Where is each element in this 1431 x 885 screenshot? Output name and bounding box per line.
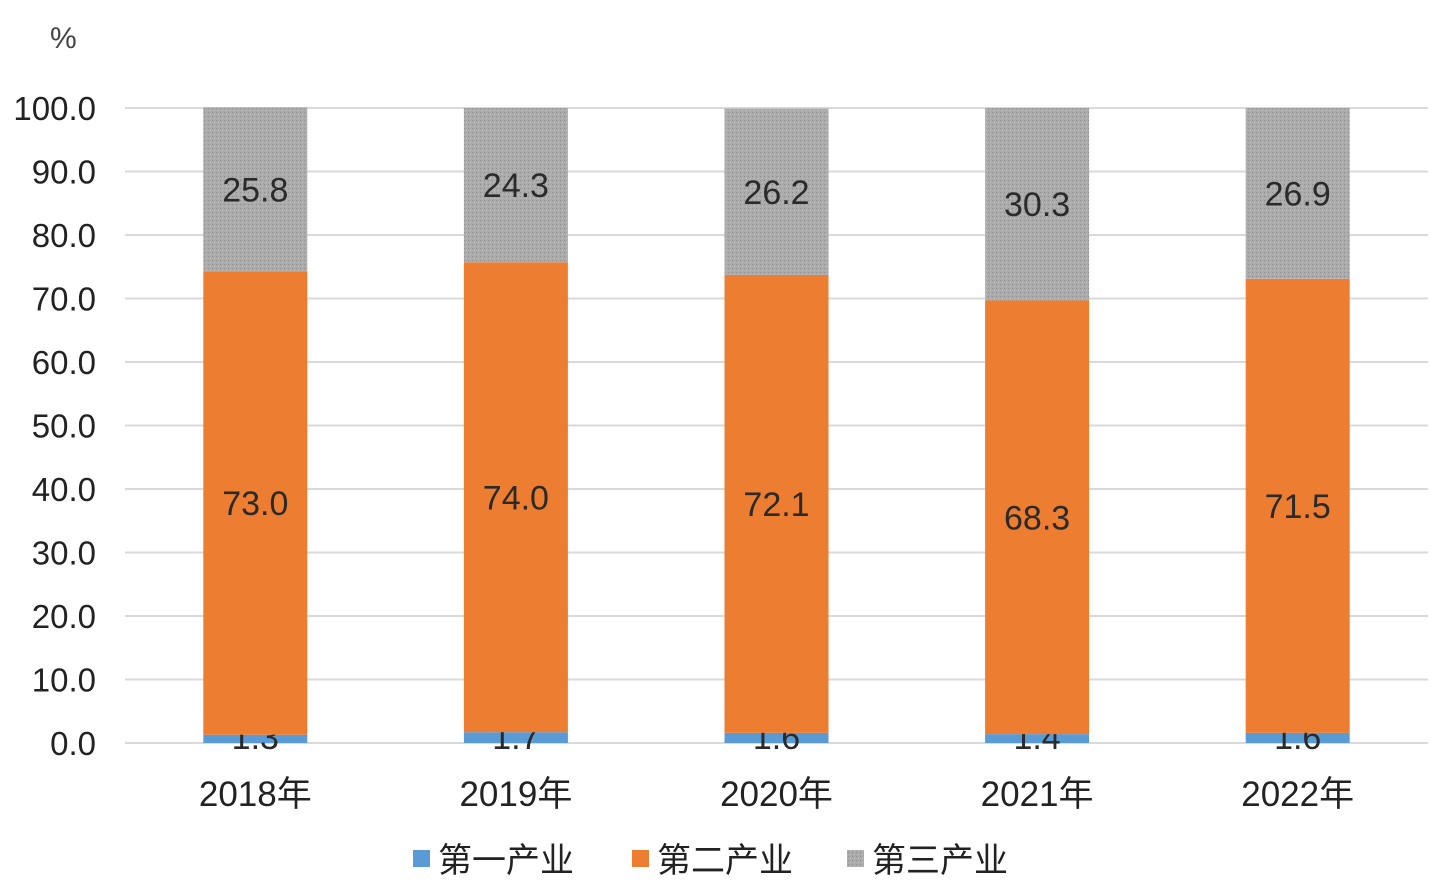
legend-swatch (632, 850, 649, 867)
bar-segment (1245, 278, 1350, 733)
y-tick-label: 20.0 (32, 598, 96, 635)
data-label: 24.3 (483, 167, 549, 205)
data-label: 71.5 (1265, 488, 1331, 526)
bar-segment (463, 262, 568, 733)
legend-label: 第三产业 (872, 841, 1008, 881)
legend-swatch (847, 850, 864, 867)
bar-segment (203, 107, 308, 272)
legend-label: 第一产业 (438, 841, 574, 881)
y-tick-label: 10.0 (32, 662, 96, 699)
bar-segment (985, 734, 1090, 743)
data-label: 73.0 (222, 485, 288, 523)
y-tick-label: 70.0 (32, 281, 96, 318)
y-axis-unit-label: % (50, 22, 77, 55)
y-tick-label: 30.0 (32, 535, 96, 572)
bars: 1.373.025.81.774.024.31.672.126.21.468.3… (203, 107, 1350, 757)
bar-segment (985, 300, 1090, 735)
legend-label: 第二产业 (657, 841, 793, 881)
bar-segment (1245, 732, 1350, 743)
y-tick-label: 80.0 (32, 217, 96, 254)
bar-segment (203, 271, 308, 735)
x-tick-label: 2018年 (199, 775, 312, 814)
y-axis-ticks: 0.0 10.0 20.0 30.0 40.0 50.0 60.0 70.0 80.0 90.0 1… (13, 90, 96, 762)
y-tick-label: 0.0 (50, 725, 96, 762)
bar-segment (463, 732, 568, 743)
legend-swatch (413, 850, 430, 867)
data-label: 68.3 (1004, 499, 1070, 537)
x-axis-ticks: 2018年 2019年 2020年 2021年 2022年 (199, 775, 1354, 814)
y-tick-label: 60.0 (32, 344, 96, 381)
y-tick-label: 40.0 (32, 471, 96, 508)
legend: 第一产业 第二产业 第三产业 (413, 841, 1008, 881)
bar-segment (724, 275, 829, 733)
y-tick-label: 90.0 (32, 154, 96, 191)
x-tick-label: 2019年 (459, 775, 572, 814)
bar-segment (1245, 108, 1350, 279)
bar-segment (724, 732, 829, 743)
bar-segment (985, 108, 1090, 301)
y-tick-label: 100.0 (13, 90, 96, 127)
data-label: 25.8 (222, 171, 288, 209)
bar-segment (463, 108, 568, 263)
data-label: 72.1 (743, 486, 809, 524)
x-tick-label: 2022年 (1241, 775, 1354, 814)
y-tick-label: 50.0 (32, 408, 96, 445)
data-label: 26.2 (743, 174, 809, 212)
x-tick-label: 2020年 (720, 775, 833, 814)
x-tick-label: 2021年 (981, 775, 1094, 814)
bar-segment (203, 734, 308, 743)
bar-segment (724, 108, 829, 276)
data-label: 26.9 (1265, 175, 1331, 213)
data-label: 30.3 (1004, 186, 1070, 224)
data-label: 74.0 (483, 479, 549, 517)
